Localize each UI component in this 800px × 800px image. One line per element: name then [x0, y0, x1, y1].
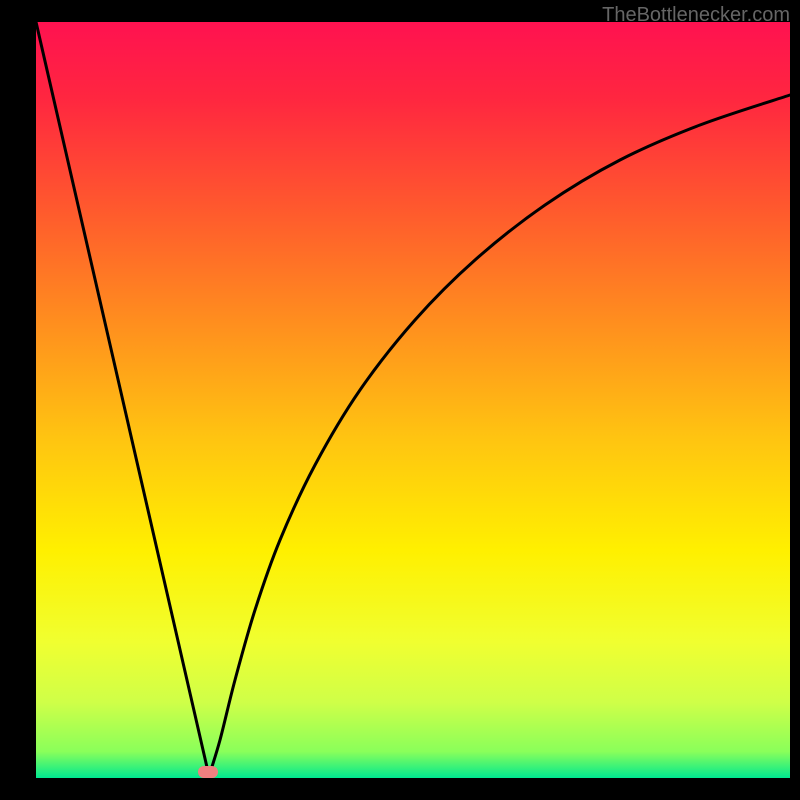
- watermark-text: TheBottlenecker.com: [602, 4, 790, 27]
- bottleneck-chart: [0, 0, 800, 800]
- chart-svg: [0, 0, 800, 800]
- optimal-point-marker: [198, 766, 218, 778]
